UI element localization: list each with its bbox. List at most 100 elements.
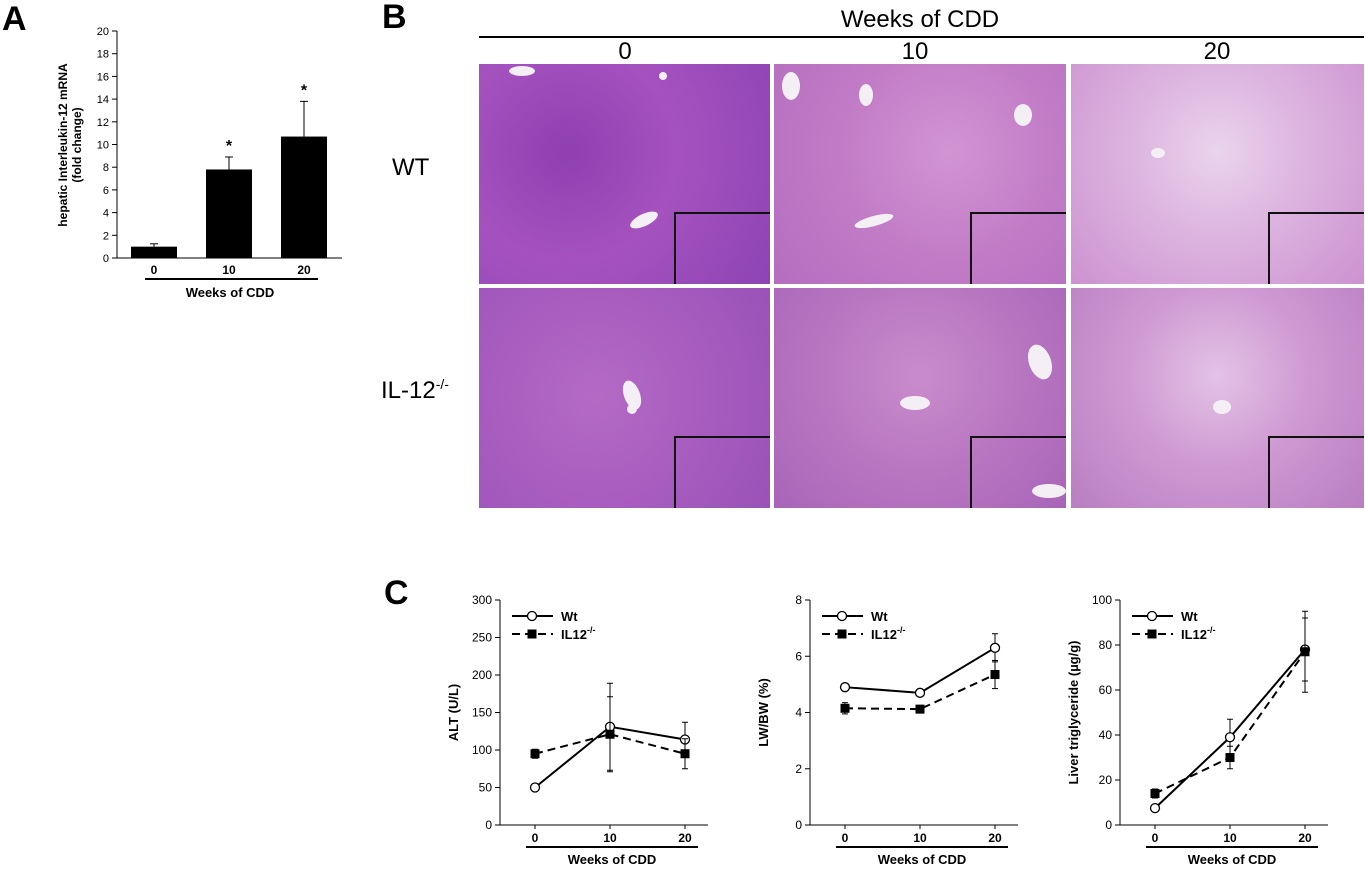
y-tick-label: 0 xyxy=(1105,818,1112,832)
y-tick-label: 16 xyxy=(97,71,109,83)
legend-label-text: IL12 xyxy=(561,627,587,642)
y-tick-label: 4 xyxy=(103,208,109,220)
x-tick-label: 10 xyxy=(913,831,927,845)
micrograph-inset xyxy=(1268,212,1364,284)
data-point xyxy=(1224,732,1236,743)
data-point xyxy=(989,642,1001,653)
x-tick-label: 0 xyxy=(151,263,158,277)
row-label-il12-sup: -/- xyxy=(435,376,449,392)
y-tick-label: 0 xyxy=(485,818,492,832)
y-axis-label: Liver triglyceride (µg/g) xyxy=(1066,640,1081,784)
y-tick-label: 150 xyxy=(472,706,492,720)
histology-column-0: 0 xyxy=(618,38,632,65)
y-tick-label: 100 xyxy=(472,743,492,757)
x-axis-label: Weeks of CDD xyxy=(186,285,275,300)
y-tick-label: 0 xyxy=(103,253,109,265)
y-tick-label: 6 xyxy=(103,185,109,197)
legend-label: Wt xyxy=(561,609,578,624)
micrograph-inset xyxy=(674,436,770,508)
histology-column-20: 20 xyxy=(1203,38,1231,65)
chart-c-alt-line: 0 50 100 150 200 250 300 0 10 20 Weeks of CDD ALT (… xyxy=(446,593,708,867)
vessel-shape xyxy=(1151,148,1165,158)
legend-label: Wt xyxy=(871,609,888,624)
y-tick-label: 10 xyxy=(97,140,109,152)
y-tick-label: 14 xyxy=(97,94,109,106)
legend-marker xyxy=(837,629,847,639)
micrograph-il12-week-20 xyxy=(1071,288,1364,508)
micrograph-inset xyxy=(970,212,1066,284)
y-tick-label: 20 xyxy=(97,26,109,38)
series-line xyxy=(844,673,996,711)
micrograph-wt-week-0 xyxy=(479,64,770,284)
x-tick-label: 0 xyxy=(842,831,849,845)
y-axis-label: hepatic Interleukin-12 mRNA(fold change) xyxy=(56,63,84,227)
x-tick-label: 10 xyxy=(222,263,236,277)
data-point xyxy=(1150,789,1160,798)
y-tick-label: 2 xyxy=(103,230,109,242)
y-tick-label: 50 xyxy=(479,781,493,795)
significance-label: * xyxy=(226,138,233,155)
legend-marker xyxy=(1146,610,1158,622)
significance-label: * xyxy=(301,82,308,99)
histology-column-10: 10 xyxy=(901,38,929,65)
data-point xyxy=(1300,647,1310,657)
micrograph-il12-week-10 xyxy=(774,288,1066,508)
legend-marker xyxy=(526,610,538,622)
y-tick-label: 20 xyxy=(1099,773,1113,787)
legend-label-sup: -/- xyxy=(1207,625,1216,635)
legend-label-sup: -/- xyxy=(587,625,596,635)
vessel-shape xyxy=(627,208,661,232)
vessel-shape xyxy=(627,404,637,414)
vessel-shape xyxy=(1014,104,1032,126)
y-tick-label: 200 xyxy=(472,668,492,682)
y-tick-label: 100 xyxy=(1092,593,1112,607)
vessel-shape xyxy=(900,396,930,410)
y-axis-label: ALT (U/L) xyxy=(446,684,461,742)
chart-a-bar: 0 2 4 6 8 10 12 14 16 18 20 0 * 10 * 20 Weeks of CDD hepa… xyxy=(56,26,342,300)
histology-title-rule xyxy=(479,36,1364,38)
legend-label-sup: -/- xyxy=(897,625,906,635)
y-axis-label: LW/BW (%) xyxy=(756,678,771,747)
micrograph-wt-week-20 xyxy=(1071,64,1364,284)
vessel-shape xyxy=(853,210,895,232)
y-tick-label: 2 xyxy=(795,762,802,776)
chart-c-triglyceride-line: 0 20 40 60 80 100 0 10 20 Weeks of CDD Liver trigl… xyxy=(1066,593,1328,867)
legend-marker xyxy=(527,629,537,639)
y-axis-label-line: hepatic Interleukin-12 mRNA xyxy=(56,63,70,227)
micrograph-il12-week-0 xyxy=(479,288,770,508)
panel-letter-a: A xyxy=(2,0,27,38)
y-tick-label: 4 xyxy=(795,706,802,720)
data-point xyxy=(680,749,690,759)
panel-letter-c: C xyxy=(384,574,409,612)
x-tick-label: 20 xyxy=(297,263,311,277)
bar xyxy=(131,246,177,258)
y-tick-label: 60 xyxy=(1099,683,1113,697)
legend-marker xyxy=(836,610,848,622)
legend-label: IL12-/- xyxy=(1181,625,1216,642)
y-tick-label: 6 xyxy=(795,649,802,663)
y-tick-label: 40 xyxy=(1099,728,1113,742)
histology-panel: Weeks of CDD 0 10 20 WT IL-12-/- xyxy=(381,6,1364,508)
y-tick-label: 18 xyxy=(97,49,109,61)
y-tick-label: 250 xyxy=(472,631,492,645)
y-tick-label: 300 xyxy=(472,593,492,607)
row-label-il12-text: IL-12 xyxy=(381,377,436,404)
legend-label-text: IL12 xyxy=(871,627,897,642)
x-axis-label: Weeks of CDD xyxy=(568,852,657,867)
y-tick-label: 8 xyxy=(103,162,109,174)
data-point xyxy=(1149,802,1161,814)
vessel-shape xyxy=(782,72,800,100)
data-point xyxy=(915,704,925,714)
histology-row-label-wt: WT xyxy=(392,154,429,182)
x-tick-label: 0 xyxy=(1152,831,1159,845)
micrograph-wt-week-10 xyxy=(774,64,1066,284)
data-point xyxy=(530,749,540,759)
data-point xyxy=(840,703,850,713)
legend-label-text: IL12 xyxy=(1181,627,1207,642)
vessel-shape xyxy=(859,84,873,106)
data-point xyxy=(529,782,541,793)
legend-label: IL12-/- xyxy=(561,625,596,642)
data-point xyxy=(914,687,926,698)
vessel-shape xyxy=(1213,400,1231,414)
data-point xyxy=(839,682,851,693)
